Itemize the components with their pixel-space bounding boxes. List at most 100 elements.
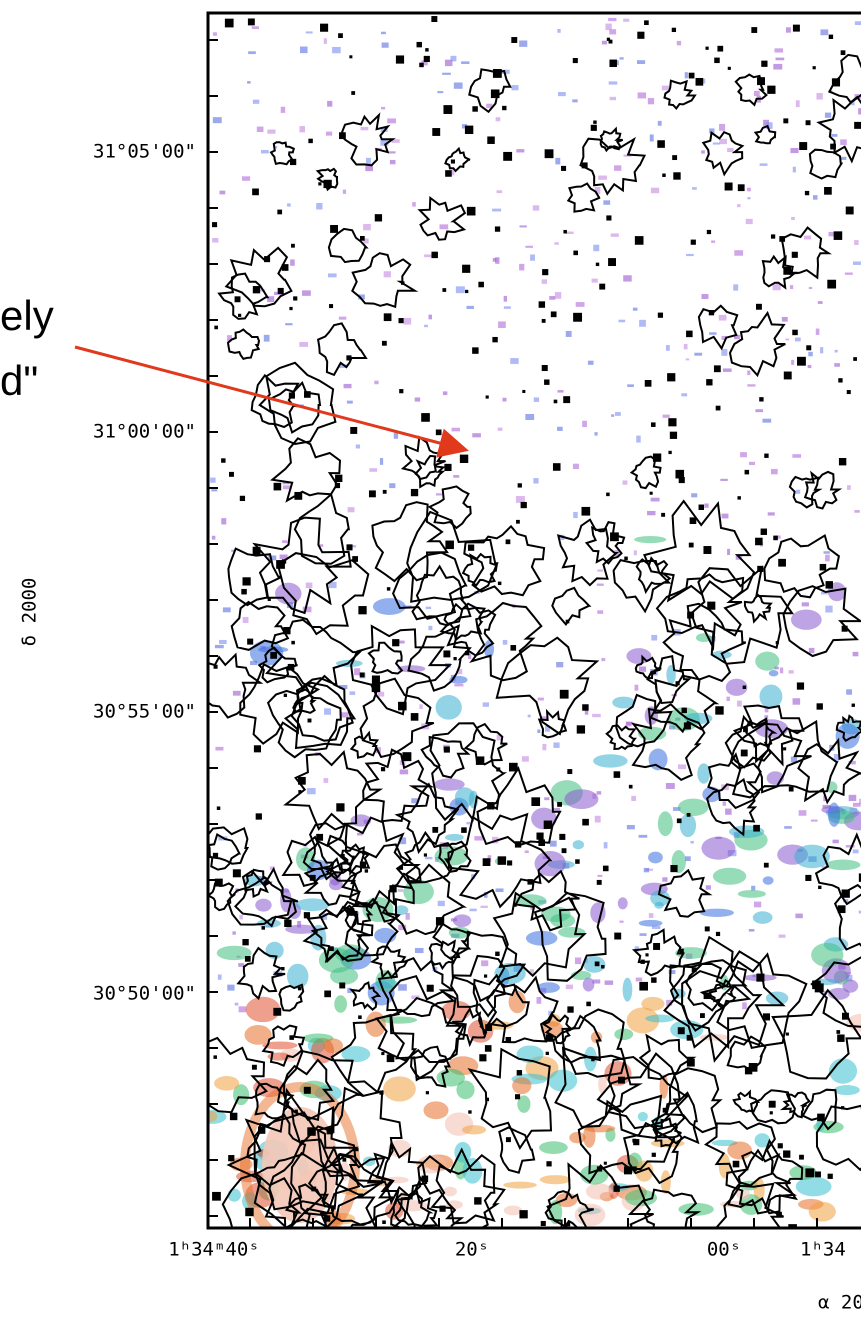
emission-speck [662,86,669,91]
dark-speck [554,400,558,404]
emission-speck [813,195,818,199]
dark-speck [705,47,708,50]
emission-speck [733,284,738,290]
dark-speck [384,313,392,321]
emission-speck [300,47,308,54]
emission-speck [307,788,316,794]
emission-speck [533,205,539,210]
dark-speck [360,672,365,677]
emission-speck [639,666,646,671]
dark-speck [596,263,599,266]
dark-speck [828,1174,833,1179]
emission-speck [751,886,755,891]
emission-speck [742,1002,747,1009]
emission-blob [255,899,271,912]
emission-speck [283,485,290,489]
emission-blob [539,1141,568,1154]
dark-speck [365,869,368,872]
emission-blob [645,1015,674,1023]
emission-speck [809,287,812,289]
emission-speck [426,607,431,609]
emission-speck [825,606,832,613]
dark-speck [689,73,695,79]
dark-speck [707,230,711,234]
emission-speck [755,409,763,412]
emission-speck [623,19,629,22]
emission-speck [428,626,432,630]
dark-speck [472,347,478,353]
emission-speck [287,203,291,206]
dark-speck [240,496,245,501]
emission-speck [647,511,655,515]
emission-speck [394,433,398,439]
dark-speck [308,139,312,143]
emission-speck [849,795,857,801]
dark-speck [687,813,691,817]
emission-speck [522,756,529,761]
emission-speck [853,849,859,853]
emission-blob [678,799,709,816]
emission-speck [424,325,428,327]
emission-speck [640,933,647,936]
dark-speck [682,708,687,713]
emission-speck [213,117,222,123]
dark-speck [431,16,437,22]
emission-speck [419,704,422,709]
dark-speck [614,771,621,778]
emission-speck [615,412,621,416]
emission-blob [713,868,746,885]
dark-speck [575,859,580,864]
emission-blob [462,1125,486,1134]
dark-speck [253,286,260,293]
dark-speck [411,489,418,496]
dark-speck [402,752,411,761]
emission-speck [498,321,506,328]
dark-speck [375,214,382,221]
emission-speck [218,974,222,979]
dark-speck [567,1006,573,1012]
emission-speck [789,670,794,673]
dark-speck [359,607,362,610]
dark-speck [536,833,543,840]
dark-speck [560,690,569,699]
dark-speck [424,853,427,856]
emission-speck [503,640,508,645]
dark-speck [445,170,452,177]
emission-speck [639,320,646,327]
dark-speck [703,546,711,554]
page: 31°05'00" 31°00'00" 30°55'00" 30°50'00" … [0,0,861,1329]
y-tick-label: 30°50'00" [93,983,196,1005]
emission-speck [747,188,751,192]
emission-speck [538,698,544,701]
dark-speck [506,1137,511,1142]
emission-speck [247,81,250,84]
dark-speck [443,105,452,114]
emission-speck [691,841,694,844]
dark-speck [756,304,762,310]
emission-speck [795,914,802,919]
emission-blob [809,1202,836,1222]
emission-speck [611,414,614,417]
emission-speck [804,236,811,240]
emission-blob [641,997,664,1011]
dark-speck [753,825,760,832]
emission-speck [472,433,481,437]
dark-speck [595,962,600,967]
emission-speck [534,397,539,402]
emission-speck [726,697,729,701]
emission-speck [497,190,503,193]
dark-speck [460,455,468,463]
emission-speck [281,107,285,113]
emission-speck [785,338,789,340]
dark-speck [511,37,517,43]
emission-speck [215,645,224,648]
dark-speck [432,827,438,833]
dark-speck [743,686,746,689]
dark-speck [778,559,786,567]
dark-speck [836,1030,840,1034]
dark-speck [444,747,450,753]
emission-speck [649,913,654,918]
emission-speck [825,113,831,118]
dark-speck [672,155,677,160]
emission-blob [727,1141,752,1159]
